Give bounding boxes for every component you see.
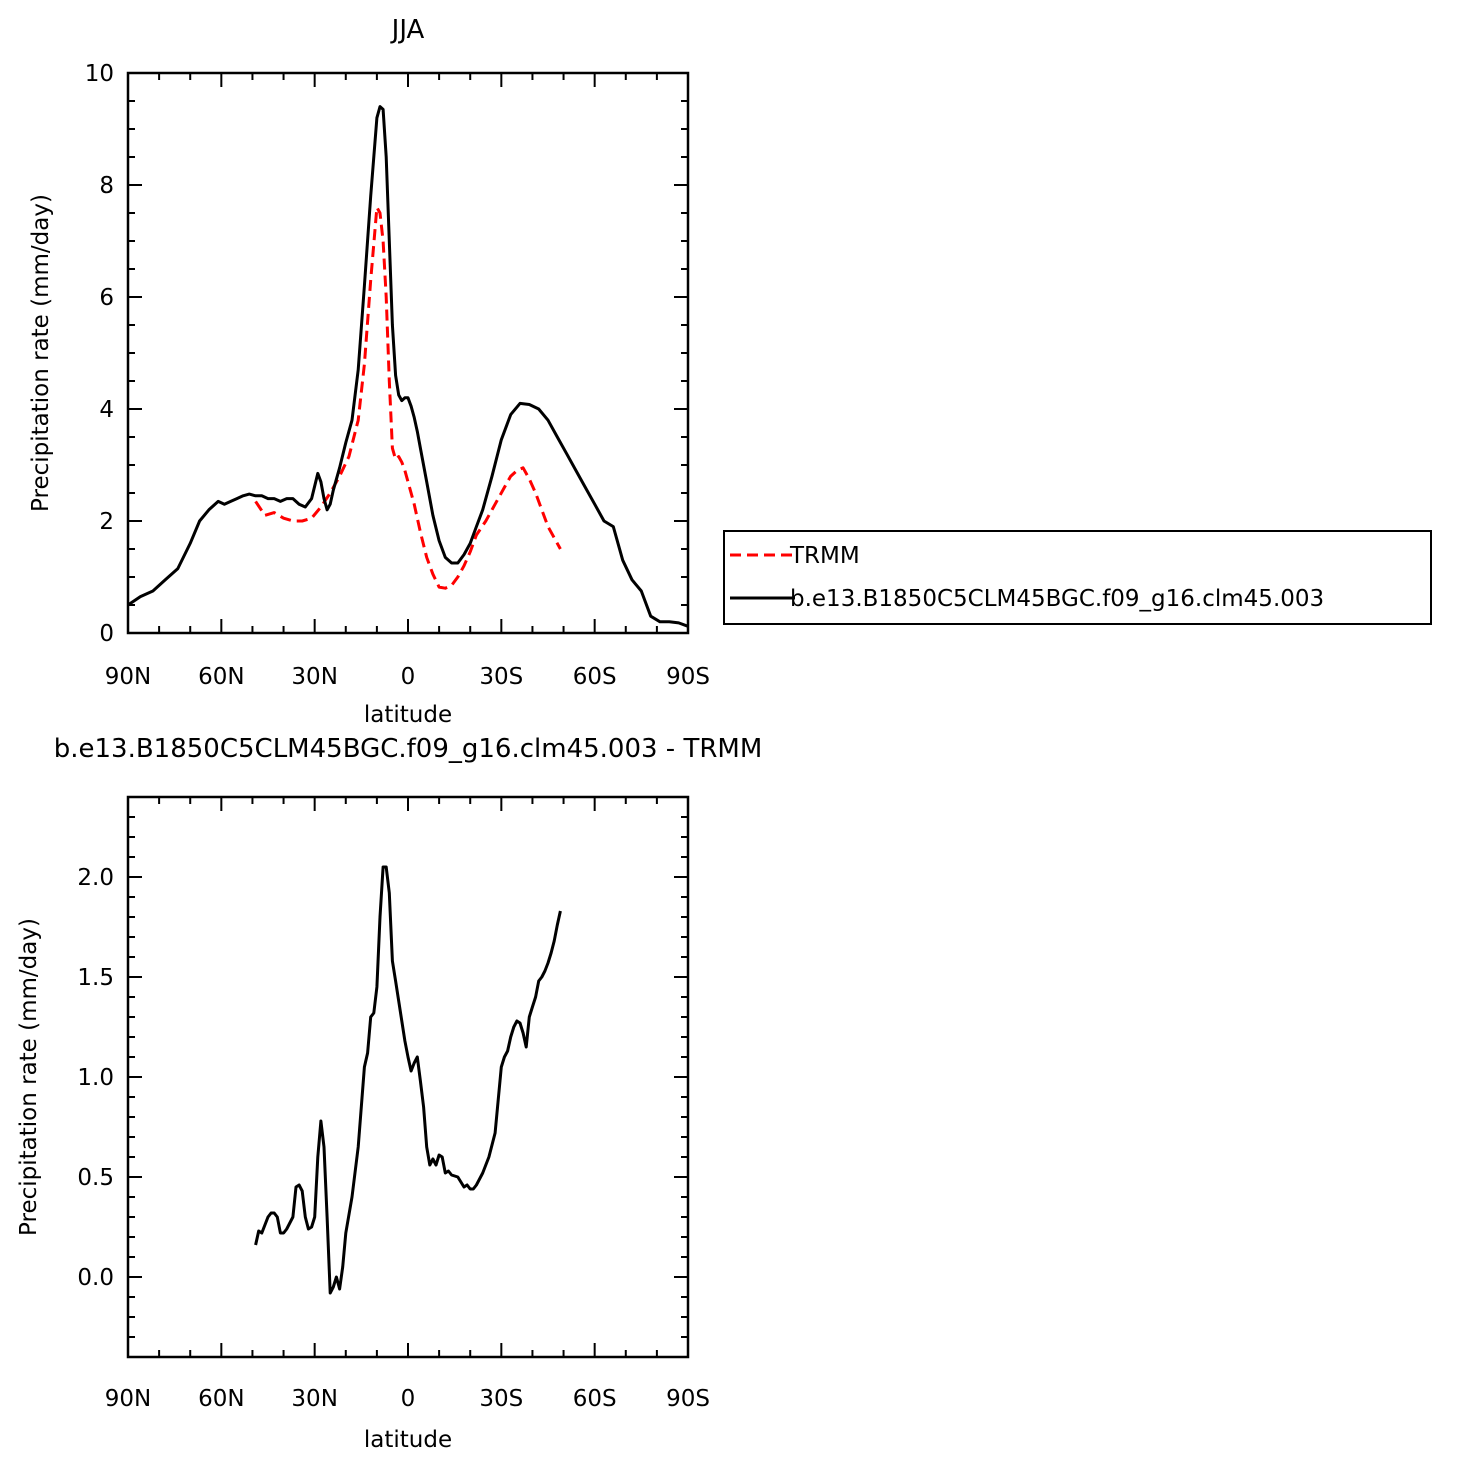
y-tick-label: 2 <box>99 509 114 535</box>
x-tick-label: 60N <box>198 664 244 690</box>
x-tick-label: 60N <box>198 1386 244 1412</box>
y-tick-label: 10 <box>85 61 114 87</box>
plot-frame <box>126 71 690 635</box>
y-tick-label: 0.0 <box>77 1265 114 1291</box>
legend-entry-label: b.e13.B1850C5CLM45BGC.f09_g16.clm45.003 <box>790 586 1324 612</box>
y-tick-label: 2.0 <box>77 865 114 891</box>
x-tick-label: 0 <box>401 664 416 690</box>
series-line-b-e13-b1850c5clm45bgc-f09-g16-clm45-003 <box>127 105 689 628</box>
chart-title: b.e13.B1850C5CLM45BGC.f09_g16.clm45.003 … <box>54 734 763 764</box>
x-axis-label: latitude <box>364 1427 452 1453</box>
y-tick-label: 0.5 <box>77 1165 114 1191</box>
x-tick-label: 90S <box>666 664 710 690</box>
y-tick-label: 1.5 <box>77 965 114 991</box>
top-panel: JJA 90N 60N 30N 0 30S 60S 90S 0 2 4 6 8 10 latitude Pre… <box>28 15 1432 728</box>
series-line-trmm <box>254 205 562 590</box>
x-tick-label: 60S <box>573 1386 617 1412</box>
x-tick-label: 90N <box>105 1386 151 1412</box>
y-tick-label: 4 <box>99 397 114 423</box>
legend-entry-label: TRMM <box>789 543 860 569</box>
x-tick-label: 90S <box>666 1386 710 1412</box>
legend: TRMM b.e13.B1850C5CLM45BGC.f09_g16.clm45.… <box>723 530 1432 625</box>
series-line-0 <box>254 865 562 1295</box>
y-axis-label: Precipitation rate (mm/day) <box>16 918 42 1236</box>
bottom-panel: b.e13.B1850C5CLM45BGC.f09_g16.clm45.003 … <box>16 734 762 1453</box>
legend-box <box>723 530 1432 625</box>
x-tick-label: 30N <box>291 1386 337 1412</box>
x-tick-label: 90N <box>105 664 151 690</box>
x-tick-label: 60S <box>573 664 617 690</box>
y-tick-label: 1.0 <box>77 1065 114 1091</box>
chart-title: JJA <box>390 15 425 45</box>
y-tick-label: 8 <box>99 173 114 199</box>
plot-frame <box>126 795 690 1359</box>
x-tick-label: 0 <box>401 1386 416 1412</box>
x-tick-label: 30S <box>479 664 523 690</box>
y-axis-label: Precipitation rate (mm/day) <box>28 194 54 512</box>
x-tick-label: 30N <box>291 664 337 690</box>
y-tick-label: 0 <box>99 621 114 647</box>
x-tick-label: 30S <box>479 1386 523 1412</box>
y-tick-label: 6 <box>99 285 114 311</box>
x-axis-label: latitude <box>364 702 452 728</box>
